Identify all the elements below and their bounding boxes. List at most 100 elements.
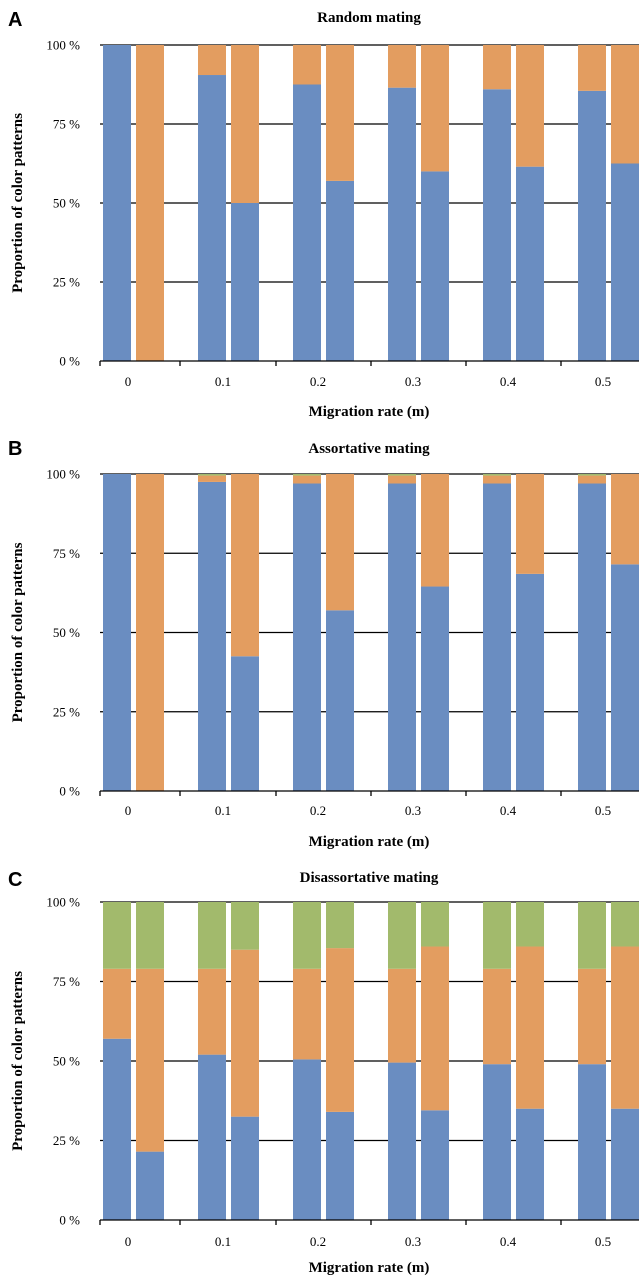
bar-orange-0.5-2 <box>611 946 639 1109</box>
bar-blue-0.4-2 <box>516 166 544 361</box>
x-tick-label: 0.3 <box>405 374 421 389</box>
bar-blue-0.3-1 <box>388 483 416 791</box>
y-tick-label: 75 % <box>53 974 80 989</box>
bar-green-0.5-1 <box>578 902 606 969</box>
x-tick-label: 0.3 <box>405 1234 421 1249</box>
y-tick-label: 0 % <box>59 784 80 799</box>
bar-orange-0.1-2 <box>231 949 259 1117</box>
bar-orange-0.2-1 <box>293 968 321 1060</box>
bar-blue-0.2-1 <box>293 1059 321 1220</box>
bar-blue-0.2-1 <box>293 84 321 361</box>
bar-blue-0.2-2 <box>326 1111 354 1220</box>
bar-orange-0.3-2 <box>421 45 449 172</box>
bar-blue-0.3-2 <box>421 1110 449 1220</box>
bar-orange-0-2 <box>136 474 164 791</box>
x-axis-title: Migration rate (m) <box>309 404 430 420</box>
bar-blue-0.5-2 <box>611 564 639 791</box>
bar-blue-0.5-2 <box>611 163 639 361</box>
bar-green-0.3-1 <box>388 474 416 476</box>
bar-orange-0.2-2 <box>326 45 354 181</box>
bar-orange-0.2-2 <box>326 474 354 611</box>
bar-blue-0.4-1 <box>483 483 511 791</box>
x-tick-label: 0.4 <box>500 803 517 818</box>
bar-green-0.4-2 <box>516 902 544 947</box>
bar-blue-0.5-1 <box>578 483 606 791</box>
bar-green-0.2-1 <box>293 902 321 969</box>
bar-orange-0-2 <box>136 968 164 1152</box>
bar-green-0.3-1 <box>388 902 416 969</box>
bar-blue-0.5-1 <box>578 90 606 361</box>
y-tick-label: 50 % <box>53 196 80 211</box>
x-tick-label: 0.2 <box>310 374 326 389</box>
bar-orange-0-1 <box>103 968 131 1039</box>
bar-blue-0.3-1 <box>388 87 416 361</box>
panel-letter: C <box>8 869 22 891</box>
bar-orange-0.4-2 <box>516 946 544 1109</box>
x-tick-label: 0 <box>125 374 132 389</box>
x-tick-label: 0.1 <box>215 803 231 818</box>
bar-blue-0.3-1 <box>388 1062 416 1220</box>
bar-orange-0.1-1 <box>198 475 226 482</box>
y-tick-label: 50 % <box>53 625 80 640</box>
chart-title: Disassortative mating <box>300 870 439 886</box>
bar-green-0-1 <box>103 902 131 969</box>
bar-blue-0.2-1 <box>293 483 321 791</box>
x-tick-label: 0.4 <box>500 1234 517 1249</box>
bar-green-0-2 <box>136 902 164 969</box>
y-axis-title: Proportion of color patterns <box>10 971 26 1151</box>
bar-blue-0.2-2 <box>326 610 354 791</box>
bar-green-0.1-2 <box>231 902 259 950</box>
x-axis-title: Migration rate (m) <box>309 1260 430 1276</box>
bar-blue-0.3-2 <box>421 171 449 361</box>
x-tick-label: 0 <box>125 803 132 818</box>
bar-orange-0.3-1 <box>388 475 416 484</box>
x-tick-label: 0.5 <box>595 374 611 389</box>
bar-orange-0.5-1 <box>578 45 606 91</box>
x-tick-label: 0 <box>125 1234 132 1249</box>
y-tick-label: 50 % <box>53 1054 80 1069</box>
panel-letter: A <box>8 9 22 31</box>
bar-blue-0.5-1 <box>578 1064 606 1220</box>
bar-orange-0.5-1 <box>578 968 606 1065</box>
y-axis-title: Proportion of color patterns <box>10 542 26 722</box>
panel-a: A Random mating 0 % 25 % 50 % 75 % 100 % 0 0.1 0.… <box>8 9 639 420</box>
y-tick-label: 100 % <box>46 38 80 53</box>
bar-orange-0.2-1 <box>293 475 321 484</box>
bar-blue-0.1-1 <box>198 1054 226 1220</box>
panel-b: B Assortative mating 0 % 25 % 50 % 75 % 100 % 0… <box>8 438 639 850</box>
bar-blue-0.4-2 <box>516 573 544 791</box>
x-tick-label: 0.4 <box>500 374 517 389</box>
bar-blue-0.4-1 <box>483 89 511 362</box>
bar-blue-0-1 <box>103 45 131 361</box>
y-tick-label: 100 % <box>46 895 80 910</box>
bar-orange-0.3-1 <box>388 45 416 88</box>
bar-orange-0.4-1 <box>483 968 511 1065</box>
bar-orange-0.2-1 <box>293 45 321 85</box>
bar-green-0.2-2 <box>326 902 354 949</box>
bar-orange-0.2-2 <box>326 948 354 1112</box>
bar-green-0.5-1 <box>578 474 606 476</box>
bar-orange-0.1-2 <box>231 474 259 657</box>
x-tick-label: 0.3 <box>405 803 421 818</box>
panel-c: C Disassortative mating 0 % 25 % 50 % 75 % 100… <box>8 869 639 1276</box>
x-tick-label: 0.2 <box>310 803 326 818</box>
bar-blue-0-2 <box>136 1151 164 1220</box>
y-axis-title: Proportion of color patterns <box>10 113 26 293</box>
bar-green-0.4-1 <box>483 902 511 969</box>
bar-orange-0.5-1 <box>578 475 606 484</box>
bar-green-0.2-1 <box>293 474 321 476</box>
bar-green-0.3-2 <box>421 902 449 947</box>
bar-orange-0.4-1 <box>483 475 511 484</box>
bars <box>103 474 639 791</box>
bar-blue-0-1 <box>103 474 131 791</box>
bar-orange-0.5-2 <box>611 474 639 565</box>
x-tick-label: 0.1 <box>215 374 231 389</box>
chart-title: Assortative mating <box>308 441 430 457</box>
bar-orange-0.3-2 <box>421 474 449 587</box>
bar-green-0.1-1 <box>198 474 226 476</box>
bar-orange-0.3-2 <box>421 946 449 1111</box>
x-axis-title: Migration rate (m) <box>309 834 430 850</box>
bar-orange-0.4-2 <box>516 45 544 167</box>
bar-blue-0.1-2 <box>231 656 259 791</box>
